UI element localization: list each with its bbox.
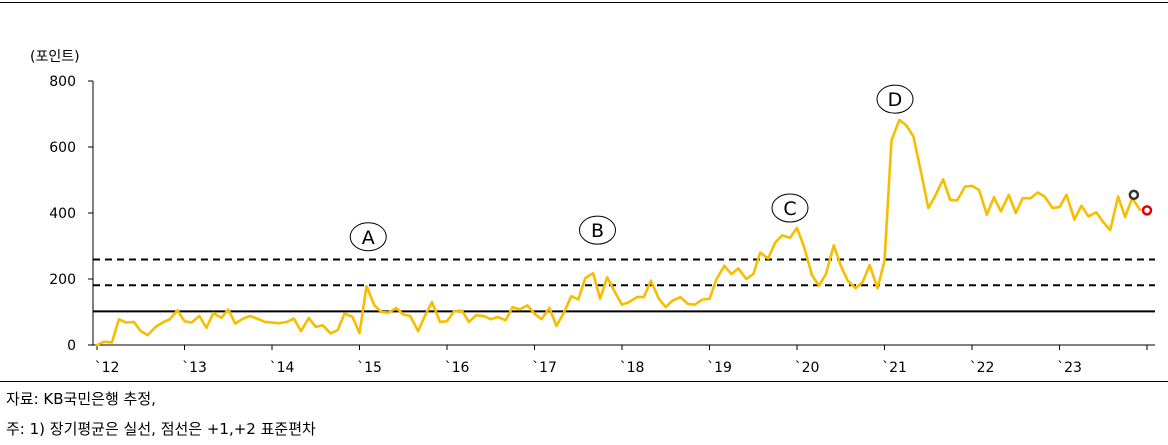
source-note: 자료: KB국민은행 추정, [6,390,156,408]
x-tick-label: `20 [795,360,820,376]
x-tick-label: `12 [95,360,120,376]
x-tick-label: `14 [270,360,295,376]
annotation-label: D [888,89,903,111]
y-tick-label: 800 [49,74,76,90]
x-tick-label: `21 [882,360,907,376]
x-tick-label: `13 [182,360,207,376]
annotation-label: A [362,227,375,249]
annotation-label: B [591,220,604,242]
annotation-circle [349,222,387,252]
x-tick-label: `22 [970,360,995,376]
y-tick-label: 400 [49,206,76,222]
x-tick-label: `23 [1057,360,1082,376]
y-tick-label: 0 [67,338,76,354]
annotation-circle [771,193,809,223]
top-rule [0,2,1168,3]
line-chart: 0 200 400 600 800 (포인트) `12 `13 `14 `15 `16 `17 `18 `… [30,49,1155,376]
y-axis-label: (포인트) [30,49,80,65]
x-tick-label: `15 [357,360,382,376]
end-point-marker [1141,205,1153,216]
x-tick-label: `17 [532,360,557,376]
annotation-circle [876,84,914,114]
y-tick-label: 200 [49,272,76,288]
end-point-marker [1128,189,1140,201]
x-tick-label: `18 [620,360,645,376]
y-tick-label: 600 [49,140,76,156]
annotation-label: C [783,198,796,220]
bottom-rule [0,381,1168,382]
annotation-circle [579,215,616,245]
footnote: 주: 1) 장기평균은 실선, 점선은 +1,+2 표준편차 [6,420,316,438]
x-tick-label: `16 [445,360,470,376]
x-tick-label: `19 [707,360,732,376]
index-series-line [95,118,1142,347]
